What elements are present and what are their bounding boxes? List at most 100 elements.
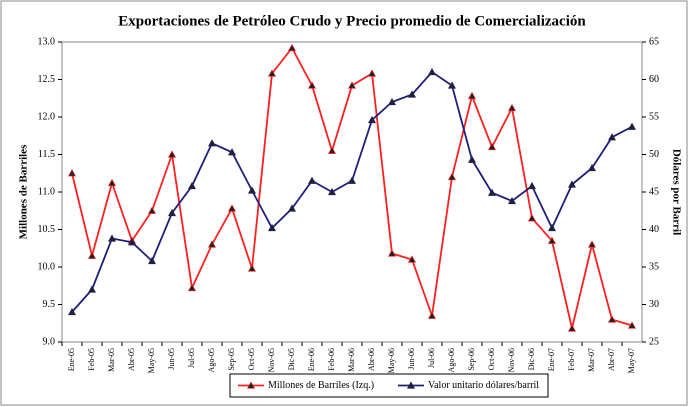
point-marker — [387, 97, 397, 106]
y2-tick-label: 40 — [649, 224, 659, 235]
point-marker — [487, 142, 497, 151]
point-marker — [447, 81, 457, 89]
x-tick-label: Abr-05 — [127, 348, 136, 371]
y2-tick-label: 65 — [649, 36, 659, 47]
y-tick-label: 9.5 — [43, 299, 56, 310]
point-marker — [527, 214, 537, 222]
point-marker — [287, 43, 297, 52]
x-tick-label: May-06 — [387, 348, 396, 373]
point-marker — [247, 186, 257, 194]
x-tick-label: Ene-05 — [67, 348, 76, 371]
point-marker — [367, 69, 377, 77]
point-marker — [87, 251, 97, 259]
point-marker — [327, 146, 337, 154]
x-tick-label: Jun-06 — [407, 348, 416, 370]
point-marker — [427, 311, 437, 319]
x-tick-label: Mar-07 — [587, 348, 596, 372]
point-marker — [287, 204, 297, 212]
point-marker — [487, 188, 497, 196]
y-axis-label: Millones de Barriles — [18, 144, 30, 239]
point-marker — [127, 238, 137, 246]
x-tick-label: Sep-05 — [227, 348, 236, 371]
point-marker — [547, 236, 557, 244]
x-tick-label: Mar-06 — [347, 348, 356, 372]
y2-axis-label: Dólares por Barril — [670, 149, 682, 235]
point-marker — [607, 133, 617, 141]
point-marker — [407, 255, 417, 263]
point-marker — [627, 321, 637, 329]
x-tick-label: May-05 — [147, 348, 156, 373]
point-marker — [627, 122, 637, 130]
legend-marker — [406, 381, 416, 389]
y-tick-label: 10.0 — [38, 261, 56, 272]
y2-tick-label: 30 — [649, 299, 659, 310]
point-marker — [367, 115, 377, 124]
point-marker — [467, 155, 477, 163]
point-marker — [87, 285, 97, 293]
y-tick-label: 10.5 — [38, 224, 56, 235]
x-tick-label: Mar-05 — [107, 348, 116, 372]
point-marker — [507, 196, 517, 205]
x-tick-label: Abr-06 — [367, 348, 376, 371]
x-tick-label: Ene-06 — [307, 348, 316, 371]
point-marker — [167, 208, 177, 217]
point-marker — [267, 69, 277, 77]
x-tick-label: Feb-05 — [87, 348, 96, 371]
legend-box — [229, 373, 549, 398]
chart-title: Exportaciones de Petróleo Crudo y Precio… — [118, 13, 586, 29]
point-marker — [307, 176, 317, 184]
x-tick-label: Nov-05 — [267, 348, 276, 372]
point-marker — [427, 67, 437, 76]
y2-tick-label: 45 — [649, 186, 659, 197]
x-tick-label: Jul-06 — [427, 348, 436, 368]
y-tick-label: 11.0 — [38, 186, 55, 197]
point-marker — [547, 223, 557, 232]
legend-marker — [246, 381, 256, 389]
point-marker — [347, 81, 357, 89]
y2-tick-label: 35 — [649, 261, 659, 272]
x-tick-label: Dic-05 — [287, 348, 296, 370]
point-marker — [567, 324, 577, 332]
point-marker — [147, 256, 157, 265]
point-marker — [407, 90, 417, 98]
point-marker — [107, 178, 117, 187]
point-marker — [107, 234, 117, 242]
point-marker — [527, 181, 537, 190]
y-tick-label: 11.5 — [38, 149, 55, 160]
x-tick-label: Oct-06 — [487, 348, 496, 370]
x-tick-label: Feb-06 — [327, 348, 336, 371]
x-tick-label: Jun-05 — [167, 348, 176, 370]
y2-tick-label: 50 — [649, 149, 659, 160]
point-marker — [587, 163, 597, 172]
point-marker — [447, 172, 457, 181]
legend-label: Valor unitario dólares/barril — [428, 380, 539, 391]
point-marker — [347, 176, 357, 184]
point-marker — [307, 81, 317, 89]
x-tick-label: Jul-05 — [187, 348, 196, 368]
point-marker — [467, 91, 477, 100]
point-marker — [67, 169, 77, 177]
x-tick-label: Nov-06 — [507, 348, 516, 372]
y-tick-label: 12.5 — [38, 74, 56, 85]
point-marker — [247, 264, 257, 272]
point-marker — [207, 139, 217, 147]
point-marker — [387, 249, 397, 257]
y2-tick-label: 25 — [649, 336, 659, 347]
x-tick-label: Dic-06 — [527, 348, 536, 370]
point-marker — [267, 223, 277, 232]
point-marker — [567, 180, 577, 188]
x-tick-label: May-07 — [627, 348, 636, 373]
point-marker — [327, 187, 337, 196]
point-marker — [167, 150, 177, 158]
point-marker — [587, 240, 597, 248]
legend-label: Millones de Barriles (Izq.) — [268, 380, 374, 391]
point-marker — [67, 307, 77, 316]
x-tick-label: Ene-07 — [547, 348, 556, 371]
x-tick-label: Ago-05 — [207, 348, 216, 372]
x-tick-label: Oct-05 — [247, 348, 256, 370]
point-marker — [227, 148, 237, 156]
point-marker — [227, 204, 237, 212]
x-tick-label: Ago-06 — [447, 348, 456, 372]
